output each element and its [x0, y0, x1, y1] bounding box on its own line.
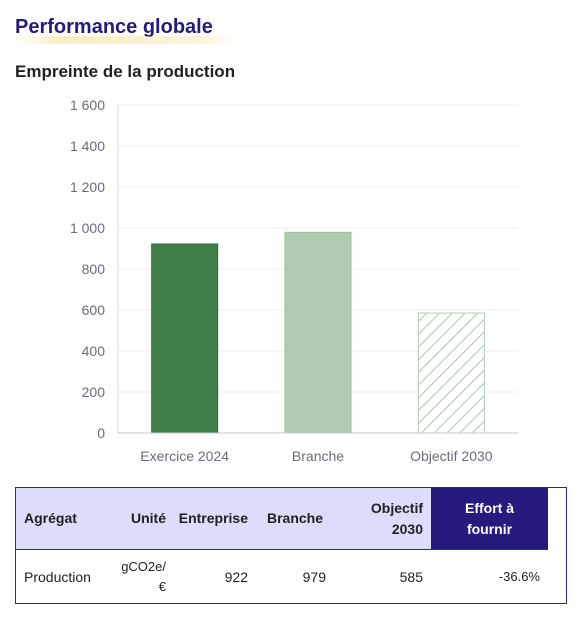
header-entreprise: Entreprise [174, 488, 256, 549]
header-branche: Branche [256, 488, 334, 549]
bar-exercice-2024 [151, 243, 219, 434]
y-tick-label: 1 200 [70, 179, 105, 195]
y-tick-label: 0 [97, 425, 105, 441]
production-footprint-chart: 0 200 400 600 800 1 000 1 200 1 400 1 600 Exercic… [70, 97, 518, 464]
section-title: Empreinte de la production [15, 62, 236, 81]
y-tick-label: 200 [82, 384, 106, 400]
y-tick-label: 1 400 [70, 138, 105, 154]
y-tick-label: 400 [82, 343, 106, 359]
y-tick-label: 600 [82, 302, 106, 318]
bar-objectif-2030 [417, 312, 485, 434]
header-effort: Effort à fournir [431, 488, 548, 549]
header-agregat: Agrégat [16, 488, 104, 549]
y-tick-label: 1 000 [70, 220, 105, 236]
bar-branche [284, 231, 352, 434]
header-effort-line1: Effort à [465, 499, 514, 516]
page-title: Performance globale [15, 16, 213, 38]
cell-agregat: Production [16, 549, 104, 603]
title-underline-highlight [15, 36, 243, 44]
cell-effort: -36.6% [431, 549, 548, 603]
header-objectif-line1: Objectif [370, 499, 423, 516]
x-tick-label: Branche [292, 448, 344, 464]
y-tick-label: 800 [82, 261, 106, 277]
summary-table: Agrégat Unité Entreprise Branche Objecti… [15, 487, 567, 604]
cell-objectif: 585 [334, 549, 431, 603]
cell-unite-line2: € [158, 578, 166, 594]
header-unite: Unité [104, 488, 174, 549]
header-objectif: Objectif 2030 [334, 488, 431, 549]
x-tick-label: Exercice 2024 [140, 448, 229, 464]
header-objectif-line2: 2030 [391, 520, 423, 537]
cell-unite-line1: gCO2e/ [121, 558, 166, 574]
x-tick-label: Objectif 2030 [410, 448, 493, 464]
cell-unite: gCO2e/ € [104, 549, 174, 603]
y-tick-label: 1 600 [70, 97, 105, 113]
header-effort-line2: fournir [466, 520, 513, 537]
cell-branche: 979 [256, 549, 334, 603]
cell-entreprise: 922 [174, 549, 256, 603]
